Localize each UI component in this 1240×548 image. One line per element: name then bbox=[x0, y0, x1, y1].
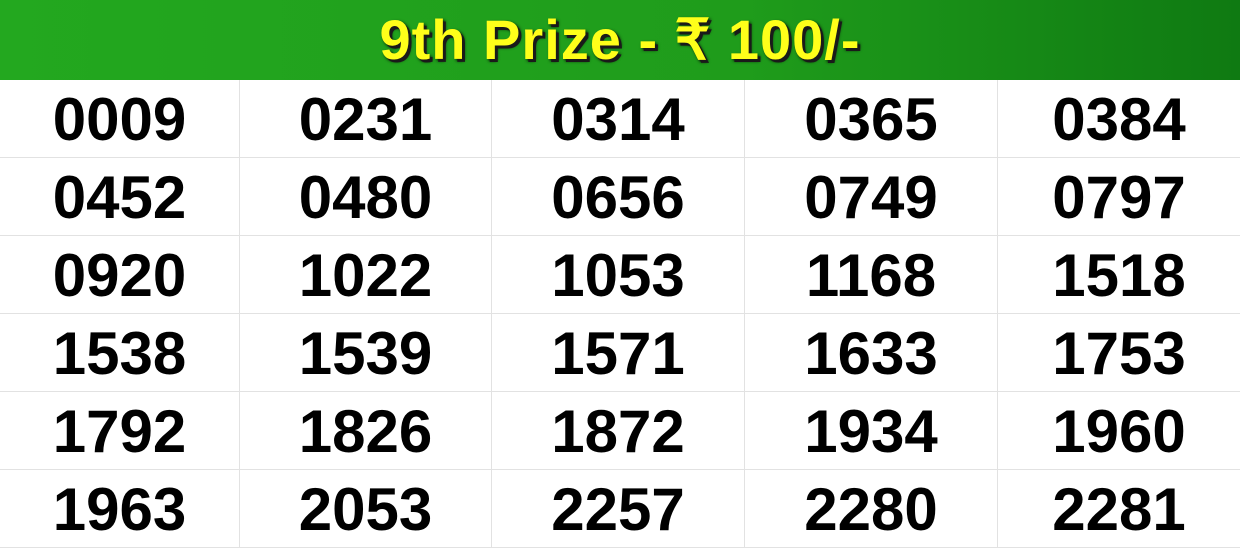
winning-number-cell: 1022 bbox=[240, 236, 492, 314]
winning-number-cell: 1539 bbox=[240, 314, 492, 392]
winning-number-cell: 1872 bbox=[492, 392, 745, 470]
winning-number-cell: 0365 bbox=[745, 80, 998, 158]
winning-number-cell: 1518 bbox=[998, 236, 1240, 314]
prize-title: 9th Prize - ₹ 100/- bbox=[379, 8, 861, 71]
winning-number-cell: 1963 bbox=[0, 470, 240, 548]
winning-number-cell: 1168 bbox=[745, 236, 998, 314]
winning-number-cell: 2257 bbox=[492, 470, 745, 548]
winning-number-cell: 0384 bbox=[998, 80, 1240, 158]
winning-number-cell: 1538 bbox=[0, 314, 240, 392]
winning-number-cell: 1826 bbox=[240, 392, 492, 470]
winning-number-cell: 2281 bbox=[998, 470, 1240, 548]
winning-number-cell: 0480 bbox=[240, 158, 492, 236]
prize-header: 9th Prize - ₹ 100/- bbox=[0, 0, 1240, 80]
winning-number-cell: 2053 bbox=[240, 470, 492, 548]
winning-number-cell: 0749 bbox=[745, 158, 998, 236]
winning-number-cell: 1753 bbox=[998, 314, 1240, 392]
winning-number-cell: 2280 bbox=[745, 470, 998, 548]
winning-number-cell: 0920 bbox=[0, 236, 240, 314]
winning-number-cell: 0314 bbox=[492, 80, 745, 158]
winning-number-cell: 0656 bbox=[492, 158, 745, 236]
winning-number-cell: 0231 bbox=[240, 80, 492, 158]
winning-number-cell: 1633 bbox=[745, 314, 998, 392]
winning-number-cell: 1792 bbox=[0, 392, 240, 470]
winning-number-cell: 0009 bbox=[0, 80, 240, 158]
winning-number-cell: 0452 bbox=[0, 158, 240, 236]
winning-number-cell: 1053 bbox=[492, 236, 745, 314]
winning-number-cell: 0797 bbox=[998, 158, 1240, 236]
winning-number-cell: 1934 bbox=[745, 392, 998, 470]
winning-number-cell: 1571 bbox=[492, 314, 745, 392]
winning-numbers-grid: 0009 0231 0314 0365 0384 0452 0480 0656 0749 0797… bbox=[0, 80, 1240, 548]
winning-number-cell: 1960 bbox=[998, 392, 1240, 470]
